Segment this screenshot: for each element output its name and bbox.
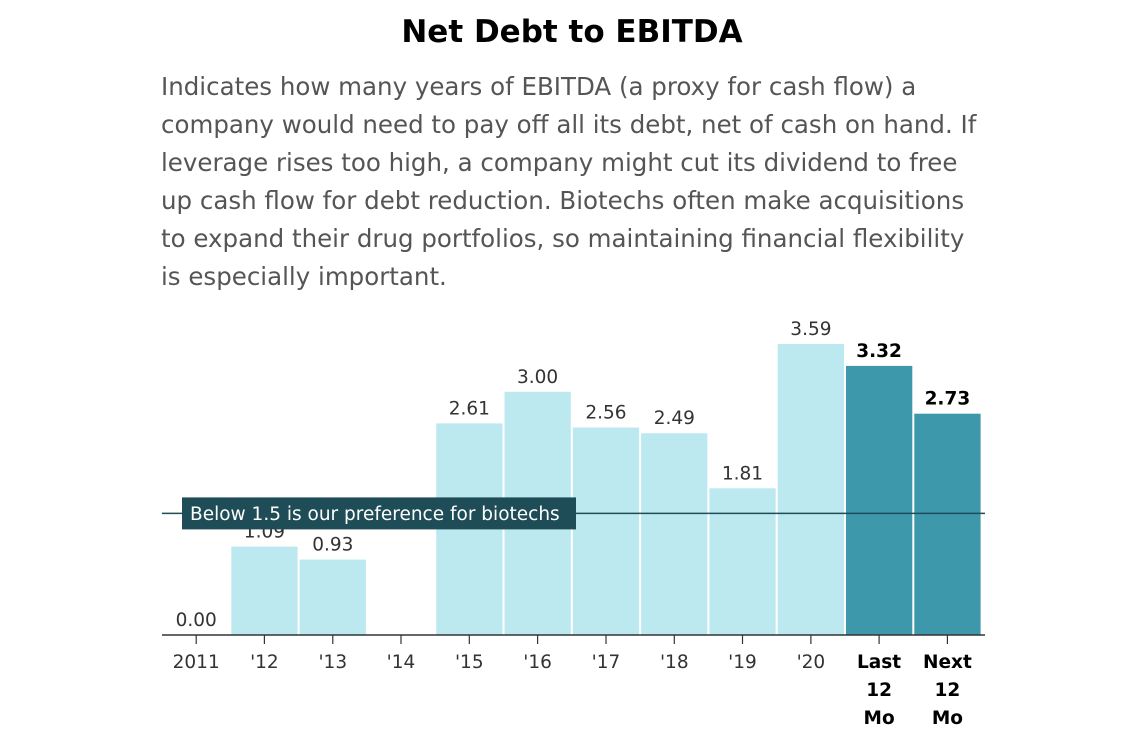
x-tick-label-19: '19 xyxy=(728,652,757,673)
bar-12 xyxy=(231,546,298,635)
x-tick-label-18: '18 xyxy=(660,652,689,673)
x-tick-label-2011: 2011 xyxy=(173,652,220,673)
x-tick-label-16: '16 xyxy=(523,652,552,673)
bar-last-12-mo xyxy=(846,365,913,635)
value-label-16: 3.00 xyxy=(517,367,558,388)
value-label-13: 0.93 xyxy=(312,535,353,556)
value-label-next-12-mo: 2.73 xyxy=(925,389,971,410)
bar-13 xyxy=(299,559,366,635)
chart-title: Net Debt to EBITDA xyxy=(401,14,743,50)
x-tick-label-14: '14 xyxy=(387,652,416,673)
x-tick-label-13: '13 xyxy=(318,652,347,673)
value-label-2011: 0.00 xyxy=(176,610,217,631)
bar-20 xyxy=(777,344,844,635)
x-tick-label-17: '17 xyxy=(592,652,621,673)
value-label-15: 2.61 xyxy=(449,398,490,419)
x-tick-label-12: '12 xyxy=(250,652,279,673)
value-label-last-12-mo: 3.32 xyxy=(856,341,902,362)
bar-next-12-mo xyxy=(914,413,981,635)
bar-19 xyxy=(709,488,776,635)
bar-18 xyxy=(641,433,708,635)
x-tick-label-20: '20 xyxy=(797,652,826,673)
value-label-19: 1.81 xyxy=(722,463,763,484)
bar-17 xyxy=(572,427,640,635)
x-tick-label-15: '15 xyxy=(455,652,484,673)
value-label-20: 3.59 xyxy=(790,319,831,340)
value-label-18: 2.49 xyxy=(654,408,695,429)
x-tick-label-next-12-mo: Next 12 Mo xyxy=(923,652,972,729)
value-label-17: 2.56 xyxy=(585,403,626,424)
chart-description: Indicates how many years of EBITDA (a pr… xyxy=(161,72,977,291)
reference-label-box xyxy=(182,497,576,530)
x-tick-label-last-12-mo: Last 12 Mo xyxy=(857,652,901,729)
reference-label: Below 1.5 is our preference for biotechs xyxy=(190,504,560,525)
